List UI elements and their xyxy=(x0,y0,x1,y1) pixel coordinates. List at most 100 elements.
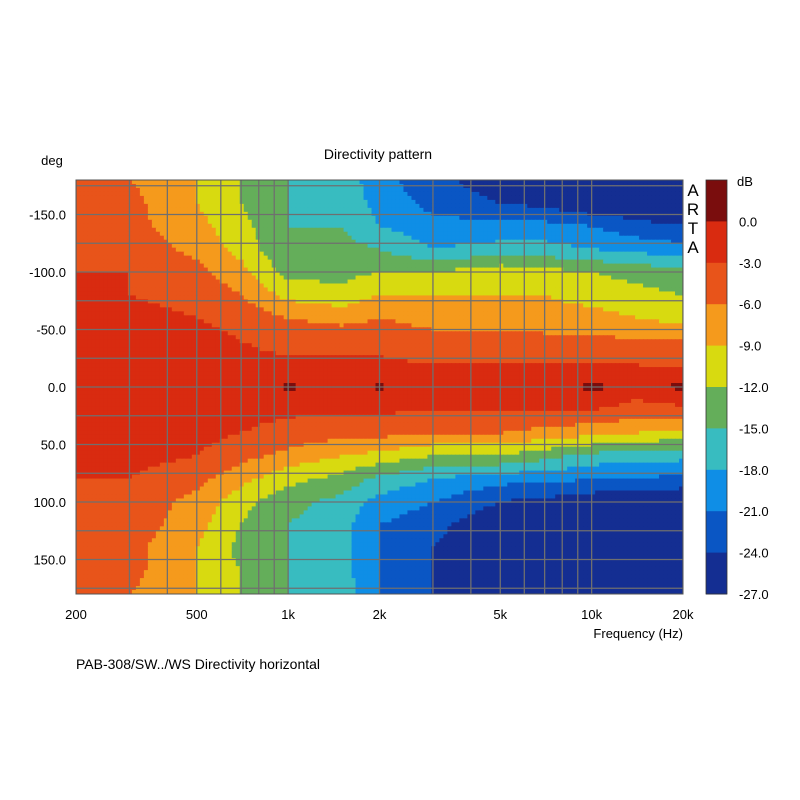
heatmap-cell xyxy=(471,279,476,285)
heatmap-cell xyxy=(379,307,385,312)
heatmap-cell xyxy=(551,207,556,213)
heatmap-cell xyxy=(247,259,253,265)
heatmap-cell xyxy=(283,287,289,293)
heatmap-cell xyxy=(339,191,345,197)
heatmap-cell xyxy=(331,251,337,257)
heatmap-cell xyxy=(411,199,417,205)
heatmap-cell xyxy=(119,267,125,273)
heatmap-cell xyxy=(587,307,592,312)
heatmap-cell xyxy=(287,275,293,281)
heatmap-cell xyxy=(103,199,109,205)
heatmap-cell xyxy=(299,239,305,245)
heatmap-cell xyxy=(647,203,652,209)
heatmap-cell xyxy=(115,203,121,209)
heatmap-cell xyxy=(671,287,676,293)
heatmap-cell xyxy=(123,227,129,233)
heatmap-cell xyxy=(371,187,377,193)
heatmap-cell xyxy=(603,259,608,265)
heatmap-cell xyxy=(143,287,149,293)
heatmap-cell xyxy=(219,243,225,249)
heatmap-cell xyxy=(371,243,377,249)
heatmap-cell xyxy=(119,279,125,285)
heatmap-cell xyxy=(635,219,640,225)
heatmap-cell xyxy=(383,191,389,197)
heatmap-cell xyxy=(535,279,540,285)
heatmap-cell xyxy=(199,243,205,249)
heatmap-cell xyxy=(311,243,317,249)
heatmap-cell xyxy=(531,303,536,308)
heatmap-cell xyxy=(139,303,145,308)
heatmap-cell xyxy=(287,227,293,233)
heatmap-cell xyxy=(463,231,468,237)
heatmap-cell xyxy=(327,251,333,257)
heatmap-cell xyxy=(655,279,660,285)
heatmap-cell xyxy=(483,223,488,229)
heatmap-cell xyxy=(675,251,680,257)
heatmap-cell xyxy=(611,291,616,297)
heatmap-cell xyxy=(395,223,401,229)
heatmap-cell xyxy=(391,199,397,205)
heatmap-cell xyxy=(475,299,480,304)
heatmap-cell xyxy=(351,187,357,193)
heatmap-cell xyxy=(295,195,301,201)
heatmap-cell xyxy=(275,180,281,185)
heatmap-cell xyxy=(323,263,329,269)
heatmap-cell xyxy=(587,303,592,308)
heatmap-cell xyxy=(447,283,452,289)
heatmap-cell xyxy=(507,231,512,237)
heatmap-cell xyxy=(223,279,229,285)
heatmap-cell xyxy=(359,243,365,249)
heatmap-cell xyxy=(499,235,504,241)
heatmap-cell xyxy=(391,227,397,233)
heatmap-cell xyxy=(315,263,321,269)
heatmap-cell xyxy=(527,219,532,225)
heatmap-cell xyxy=(659,287,664,293)
heatmap-cell xyxy=(423,275,429,281)
heatmap-cell xyxy=(463,223,468,229)
heatmap-cell xyxy=(339,187,345,193)
heatmap-cell xyxy=(107,271,113,277)
heatmap-cell xyxy=(167,231,173,237)
heatmap-cell xyxy=(331,291,337,297)
heatmap-cell xyxy=(415,187,421,193)
heatmap-cell xyxy=(455,195,460,201)
heatmap-cell xyxy=(595,195,600,201)
heatmap-cell xyxy=(151,207,157,213)
heatmap-cell xyxy=(503,187,508,193)
heatmap-cell xyxy=(519,207,524,213)
heatmap-cell xyxy=(431,247,436,253)
heatmap-cell xyxy=(543,215,548,221)
heatmap-cell xyxy=(395,307,401,312)
heatmap-cell xyxy=(343,283,349,289)
heatmap-cell xyxy=(675,231,680,237)
heatmap-cell xyxy=(107,291,113,297)
heatmap-cell xyxy=(87,207,93,213)
heatmap-cell xyxy=(279,235,285,241)
heatmap-cell xyxy=(411,299,417,304)
heatmap-cell xyxy=(463,283,468,289)
heatmap-cell xyxy=(247,239,253,245)
heatmap-cell xyxy=(127,207,133,213)
heatmap-cell xyxy=(307,207,313,213)
heatmap-cell xyxy=(487,231,492,237)
heatmap-cell xyxy=(355,255,361,261)
heatmap-cell xyxy=(427,235,433,241)
heatmap-cell xyxy=(499,307,504,312)
heatmap-cell xyxy=(99,191,105,197)
heatmap-cell xyxy=(155,267,161,273)
heatmap-cell xyxy=(395,207,401,213)
heatmap-cell xyxy=(531,259,536,265)
heatmap-cell xyxy=(495,187,500,193)
heatmap-cell xyxy=(671,215,676,221)
heatmap-cell xyxy=(255,303,261,308)
heatmap-cell xyxy=(571,235,576,241)
heatmap-cell xyxy=(239,243,245,249)
heatmap-cell xyxy=(395,259,401,265)
heatmap-cell xyxy=(243,223,249,229)
heatmap-cell xyxy=(463,259,468,265)
heatmap-cell xyxy=(547,291,552,297)
heatmap-cell xyxy=(187,271,193,277)
heatmap-cell xyxy=(175,207,181,213)
heatmap-cell xyxy=(387,299,393,304)
heatmap-cell xyxy=(351,199,357,205)
